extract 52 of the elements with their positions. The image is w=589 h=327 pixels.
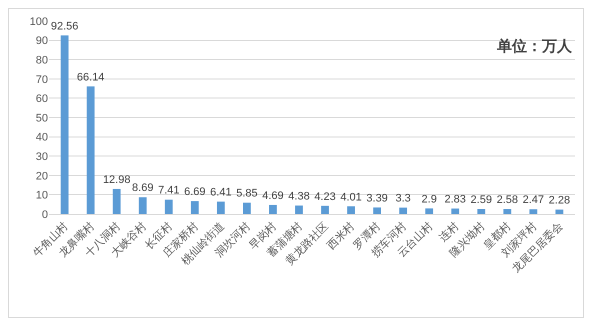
bar (190, 201, 199, 214)
y-tick-label: 20 (36, 170, 48, 182)
data-label: 66.14 (76, 71, 104, 84)
bar (60, 35, 69, 214)
bar (529, 209, 538, 214)
data-label: 12.98 (102, 174, 130, 186)
bar (86, 86, 95, 214)
bar (425, 208, 434, 214)
bar (373, 207, 381, 214)
y-tick-label: 30 (36, 150, 48, 163)
y-tick-label: 100 (30, 16, 48, 28)
bar (138, 197, 147, 214)
data-label: 3.3 (395, 192, 411, 205)
data-label: 3.39 (366, 192, 388, 204)
data-label: 92.56 (50, 20, 78, 32)
bar (477, 209, 486, 214)
data-label: 8.69 (132, 182, 154, 194)
data-label: 4.38 (288, 190, 310, 203)
data-label: 6.69 (184, 186, 206, 198)
data-label: 4.69 (262, 190, 284, 202)
data-label: 6.41 (210, 186, 232, 199)
data-label: 5.85 (236, 188, 258, 200)
bar (243, 202, 251, 214)
y-tick-label: 80 (36, 54, 48, 66)
data-label: 2.28 (548, 194, 570, 207)
data-label: 2.9 (422, 193, 437, 206)
annotation: 单位：万人 (496, 37, 573, 55)
data-label: 2.58 (496, 194, 518, 206)
bar (555, 210, 564, 214)
y-tick-label: 60 (36, 93, 48, 106)
data-label: 4.23 (314, 190, 336, 203)
y-tick-label: 40 (36, 132, 48, 144)
bar (399, 208, 408, 214)
data-label: 2.59 (470, 194, 492, 206)
data-label: 2.47 (522, 194, 544, 206)
bar (164, 200, 173, 214)
y-tick-label: 90 (36, 35, 48, 48)
data-label: 2.83 (444, 194, 466, 206)
bar (112, 188, 121, 214)
y-tick-label: 70 (36, 74, 48, 86)
bar (347, 206, 355, 214)
y-tick-label: 50 (36, 112, 48, 124)
bar (321, 206, 329, 214)
bar (451, 208, 460, 214)
y-tick-label: 0 (42, 208, 48, 221)
data-label: 7.41 (158, 184, 180, 197)
y-tick-label: 10 (36, 190, 48, 202)
bar (269, 204, 277, 214)
bar (295, 206, 303, 214)
data-label: 4.01 (340, 191, 362, 204)
bar (216, 202, 225, 214)
bar (503, 209, 512, 214)
